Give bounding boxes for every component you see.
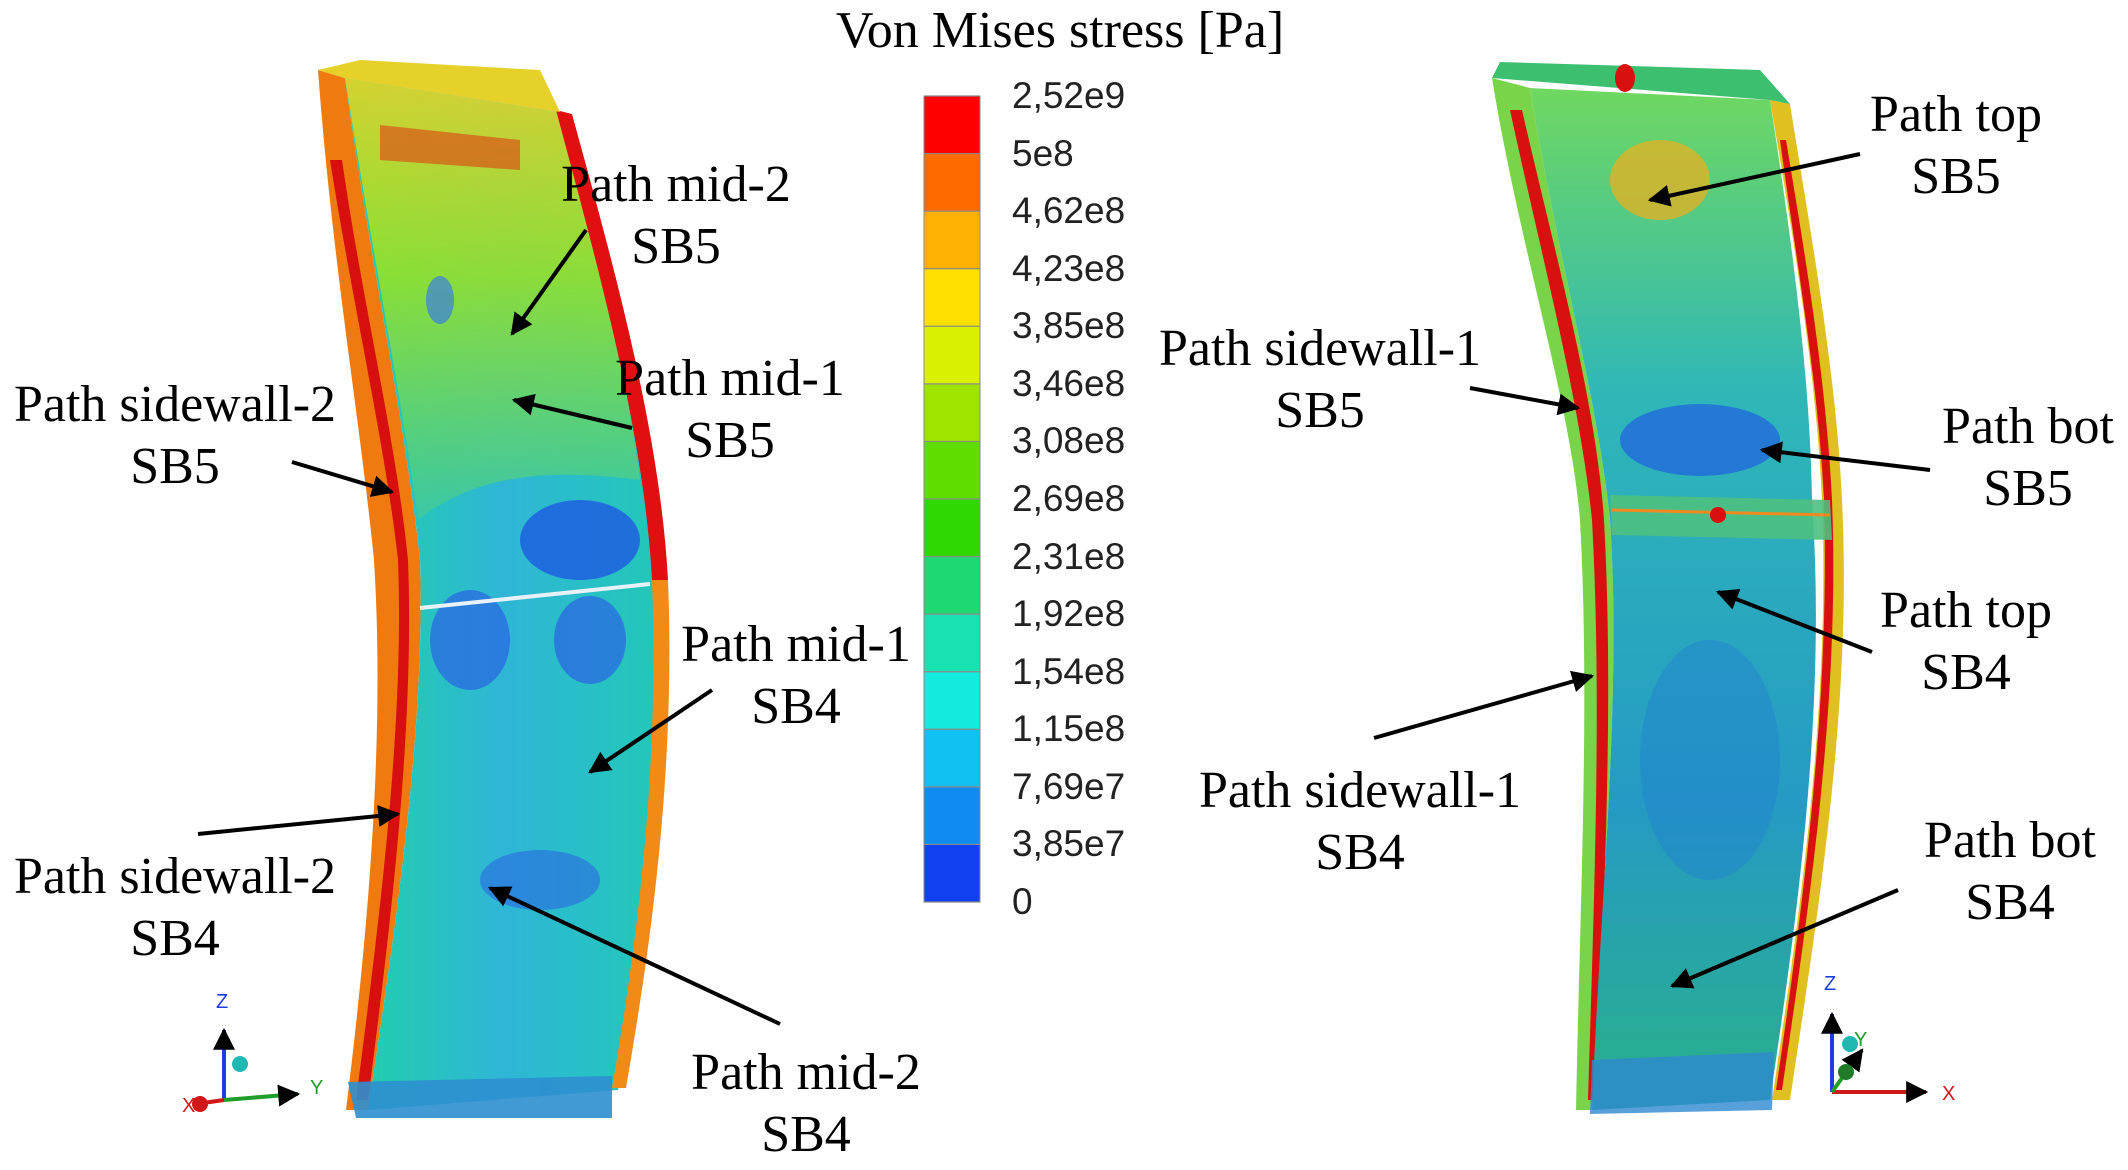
colorbar-swatch	[924, 614, 980, 673]
colorbar-tick-label: 0	[1012, 881, 1033, 922]
colorbar-tick-label: 2,52e9	[1012, 75, 1126, 116]
colorbar-tick-label: 5e8	[1012, 132, 1074, 174]
colorbar-swatch	[924, 786, 980, 845]
colorbar-swatch	[924, 268, 980, 327]
colorbar-tick-label: 1,92e8	[1012, 593, 1126, 635]
arrow-top-sb4	[1715, 588, 1873, 654]
colorbar-swatch	[924, 441, 980, 500]
label-right-sidewall1-sb4: Path sidewall-1 SB4	[1198, 762, 1522, 881]
colorbar-tick-label: 2,31e8	[1012, 535, 1126, 577]
colorbar-tick-label: 3,85e8	[1012, 305, 1126, 347]
right-triad-y: Y	[1854, 1029, 1867, 1051]
arrow-bot-sb5	[1759, 441, 1931, 472]
colorbar-tick-label: 1,54e8	[1012, 650, 1126, 692]
left-triad-x: X	[182, 1095, 195, 1117]
arrow-top-sb5	[1647, 152, 1861, 207]
arrow-mid2-sb4	[488, 886, 781, 1026]
colorbar-tick-label: 3,08e8	[1012, 420, 1126, 462]
label-left-mid2-sb5: Path mid-2 SB5	[561, 156, 791, 275]
label-right-top-sb5: Path top SB5	[1870, 86, 2042, 205]
arrow-sidewall2-sb5	[291, 460, 395, 497]
colorbar	[923, 95, 981, 903]
colorbar-swatch	[924, 96, 980, 155]
colorbar-tick-label: 4,62e8	[1012, 190, 1126, 232]
arrow-mid1-sb5	[511, 393, 633, 430]
right-beam-model	[1492, 62, 1844, 1114]
left-triad-z: Z	[216, 991, 228, 1013]
colorbar-tick-label: 3,85e7	[1012, 823, 1126, 865]
colorbar-swatch	[924, 211, 980, 270]
colorbar-tick-label: 1,15e8	[1012, 708, 1126, 750]
colorbar-tick-label: 3,46e8	[1012, 362, 1126, 404]
left-axis-triad	[192, 1027, 301, 1112]
annotation-arrows	[197, 152, 1931, 1026]
colorbar-tick-label: 2,69e8	[1012, 478, 1126, 519]
colorbar-tick-label: 7,69e7	[1012, 765, 1126, 807]
arrow-sidewall2-sb4	[197, 805, 401, 836]
label-left-mid2-sb4: Path mid-2 SB4	[691, 1044, 921, 1163]
colorbar-swatch	[924, 671, 980, 730]
colorbar-swatch	[924, 729, 980, 788]
arrow-bot-sb4	[1669, 888, 1899, 989]
right-triad-z: Z	[1824, 973, 1836, 995]
label-right-sidewall1-sb5: Path sidewall-1 SB5	[1158, 320, 1482, 439]
right-axis-triad	[1821, 1011, 1929, 1103]
label-right-bot-sb4: Path bot SB4	[1924, 812, 2096, 931]
colorbar-swatch	[924, 383, 980, 442]
label-right-bot-sb5: Path bot SB5	[1942, 398, 2114, 517]
arrow-sidewall1-sb4	[1373, 670, 1595, 740]
colorbar-swatch	[924, 153, 980, 212]
colorbar-title: Von Mises stress [Pa]	[835, 2, 1285, 59]
label-right-top-sb4: Path top SB4	[1880, 582, 2052, 701]
arrow-sidewall1-sb5	[1469, 386, 1581, 416]
label-left-mid1-sb5: Path mid-1 SB5	[615, 350, 845, 469]
colorbar-swatch	[924, 556, 980, 615]
arrow-mid1-sb4	[588, 688, 714, 774]
left-triad-y: Y	[310, 1077, 323, 1099]
colorbar-swatch	[924, 499, 980, 558]
label-left-sidewall2-sb4: Path sidewall-2 SB4	[13, 848, 337, 967]
left-beam-model	[318, 60, 670, 1118]
colorbar-swatch	[924, 326, 980, 385]
right-triad-x: X	[1942, 1083, 1955, 1105]
label-left-mid1-sb4: Path mid-1 SB4	[681, 616, 911, 735]
arrow-mid2-sb5	[510, 228, 588, 336]
label-left-sidewall2-sb5: Path sidewall-2 SB5	[13, 376, 337, 495]
colorbar-frame	[923, 95, 981, 903]
colorbar-tick-label: 4,23e8	[1012, 247, 1126, 289]
colorbar-swatch	[924, 844, 980, 903]
